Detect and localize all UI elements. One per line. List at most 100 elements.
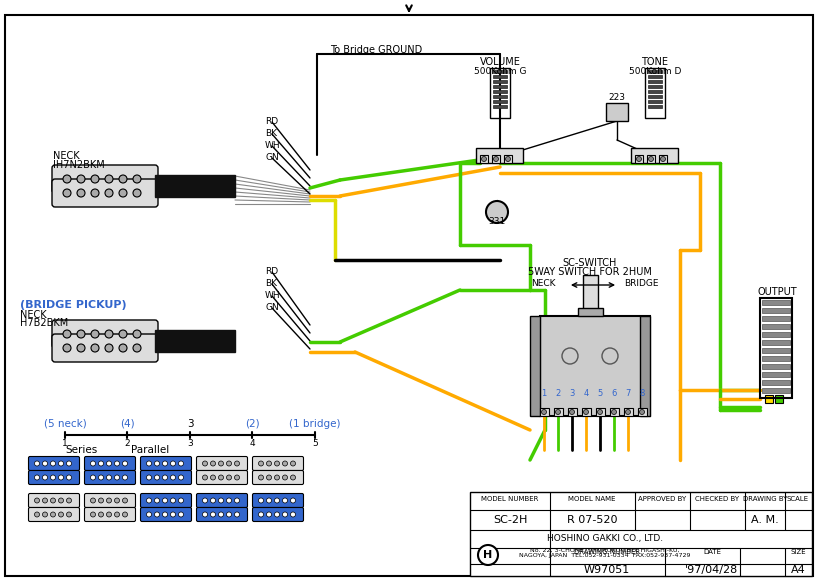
Ellipse shape [163, 461, 168, 466]
Text: DRAWING NUMBER: DRAWING NUMBER [574, 549, 640, 555]
Bar [659, 155, 667, 163]
Ellipse shape [282, 498, 287, 503]
Ellipse shape [275, 498, 280, 503]
Bar [762, 340, 790, 345]
Text: 5: 5 [597, 389, 603, 397]
Ellipse shape [66, 461, 71, 466]
Ellipse shape [63, 189, 71, 197]
Ellipse shape [210, 461, 215, 466]
Bar [762, 364, 790, 369]
FancyBboxPatch shape [29, 457, 79, 471]
Ellipse shape [258, 461, 263, 466]
Text: SC-2H: SC-2H [492, 515, 527, 525]
Ellipse shape [119, 330, 127, 338]
Bar [647, 155, 655, 163]
Bar [762, 388, 790, 393]
Ellipse shape [115, 461, 119, 466]
Ellipse shape [203, 461, 208, 466]
Ellipse shape [227, 475, 231, 480]
FancyBboxPatch shape [253, 493, 303, 507]
Bar [155, 175, 235, 197]
Ellipse shape [59, 512, 64, 517]
Ellipse shape [106, 512, 111, 517]
Ellipse shape [178, 475, 183, 480]
Bar [775, 395, 783, 403]
Bar [530, 316, 540, 416]
Ellipse shape [290, 475, 295, 480]
Ellipse shape [227, 512, 231, 517]
Ellipse shape [290, 512, 295, 517]
Ellipse shape [106, 498, 111, 503]
Ellipse shape [660, 156, 666, 162]
Text: NAGOYA, JAPAN  TEL:052-931-0334  FAX:052-937-4729: NAGOYA, JAPAN TEL:052-931-0334 FAX:052-9… [519, 554, 690, 558]
Bar [624, 408, 633, 416]
Bar [582, 408, 591, 416]
Ellipse shape [275, 512, 280, 517]
Ellipse shape [43, 498, 47, 503]
Ellipse shape [258, 512, 263, 517]
Text: WH: WH [265, 142, 281, 150]
FancyBboxPatch shape [52, 179, 158, 207]
Ellipse shape [640, 410, 645, 414]
Text: 223: 223 [609, 92, 626, 102]
Bar [493, 90, 507, 93]
Ellipse shape [119, 344, 127, 352]
Ellipse shape [91, 461, 96, 466]
Bar [493, 70, 507, 73]
Bar [493, 105, 507, 108]
Ellipse shape [77, 330, 85, 338]
Text: SCALE: SCALE [787, 496, 809, 502]
Bar [540, 408, 549, 416]
Ellipse shape [267, 461, 272, 466]
Ellipse shape [115, 475, 119, 480]
Ellipse shape [612, 410, 617, 414]
FancyBboxPatch shape [196, 493, 248, 507]
FancyBboxPatch shape [84, 457, 136, 471]
Ellipse shape [155, 512, 160, 517]
Ellipse shape [43, 461, 47, 466]
Text: 331: 331 [488, 217, 506, 227]
Bar [645, 68, 665, 118]
Ellipse shape [133, 189, 141, 197]
FancyBboxPatch shape [29, 493, 79, 507]
Ellipse shape [123, 512, 128, 517]
Ellipse shape [51, 498, 56, 503]
Ellipse shape [275, 461, 280, 466]
FancyBboxPatch shape [52, 334, 158, 362]
Bar [762, 316, 790, 321]
Bar [480, 155, 488, 163]
Ellipse shape [210, 498, 215, 503]
Ellipse shape [91, 189, 99, 197]
Text: SIZE: SIZE [790, 549, 806, 555]
Ellipse shape [115, 498, 119, 503]
Text: 6: 6 [611, 389, 617, 397]
Text: TONE: TONE [641, 57, 668, 67]
Ellipse shape [91, 344, 99, 352]
Text: Series: Series [66, 445, 98, 455]
Ellipse shape [267, 512, 272, 517]
Ellipse shape [290, 461, 295, 466]
Ellipse shape [267, 475, 272, 480]
Text: 8: 8 [640, 389, 645, 397]
Ellipse shape [77, 189, 85, 197]
Ellipse shape [258, 475, 263, 480]
FancyBboxPatch shape [196, 471, 248, 485]
FancyBboxPatch shape [196, 457, 248, 471]
Ellipse shape [636, 156, 641, 162]
Text: GN: GN [265, 303, 279, 313]
Text: H7B2BKM: H7B2BKM [20, 318, 68, 328]
Bar [490, 68, 510, 118]
Bar [493, 80, 507, 83]
Text: DATE: DATE [703, 549, 721, 555]
Bar [762, 332, 790, 337]
Bar [492, 155, 500, 163]
Ellipse shape [34, 475, 39, 480]
Ellipse shape [649, 156, 654, 162]
FancyBboxPatch shape [84, 507, 136, 522]
Ellipse shape [210, 512, 215, 517]
Bar [648, 85, 662, 88]
Ellipse shape [218, 461, 223, 466]
Ellipse shape [123, 498, 128, 503]
Ellipse shape [178, 512, 183, 517]
Ellipse shape [218, 475, 223, 480]
